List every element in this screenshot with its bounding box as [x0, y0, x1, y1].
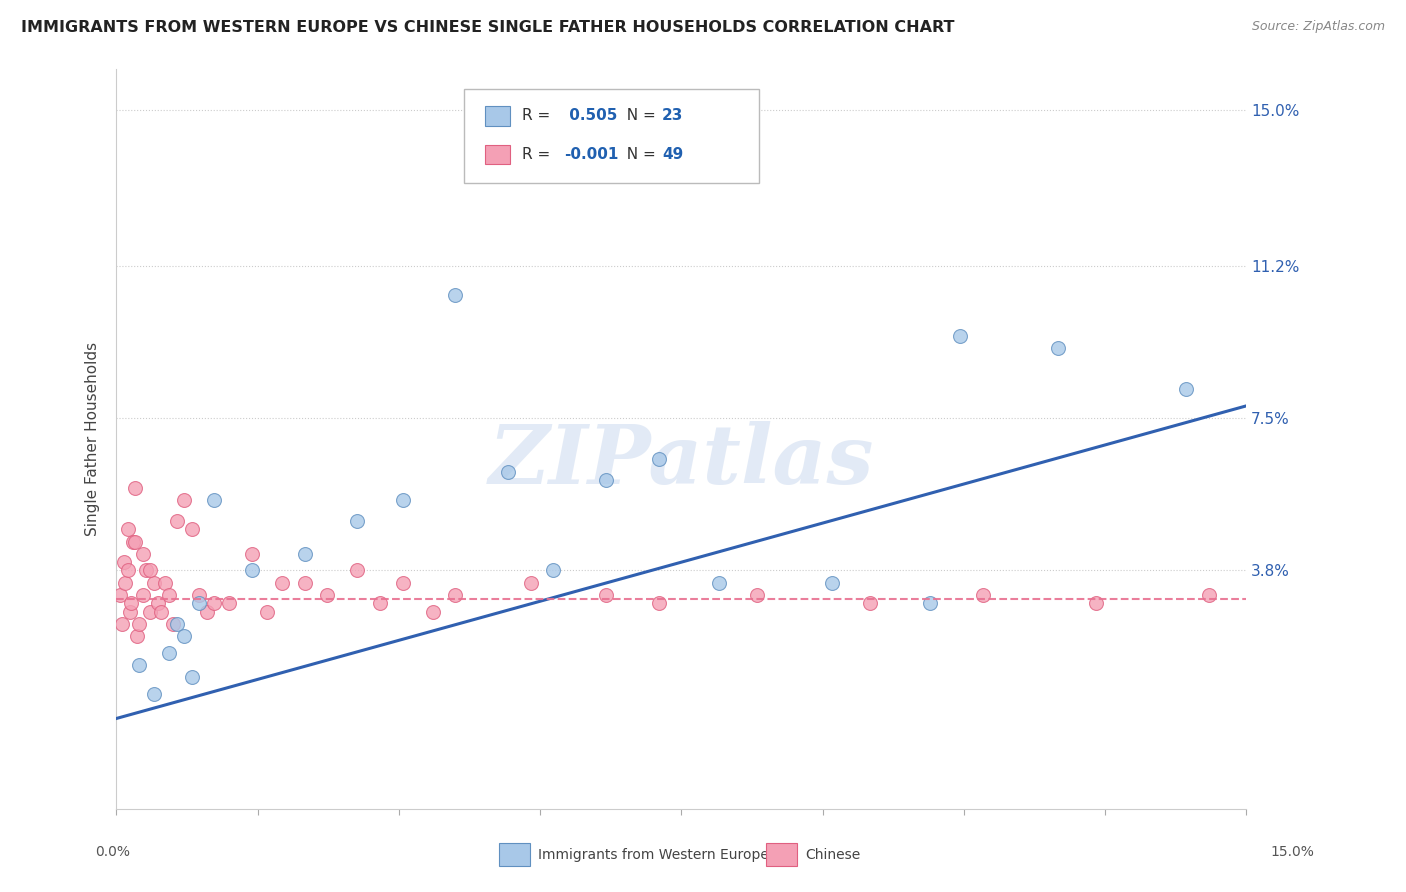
Text: 15.0%: 15.0%	[1271, 845, 1315, 859]
Text: 0.0%: 0.0%	[96, 845, 131, 859]
Point	[118, 605, 141, 619]
Point	[202, 493, 225, 508]
Point	[127, 629, 149, 643]
Point	[202, 596, 225, 610]
Text: 23: 23	[662, 109, 683, 123]
Text: R =: R =	[522, 109, 555, 123]
Point	[195, 605, 218, 619]
Point	[180, 522, 202, 536]
Point	[114, 575, 136, 590]
Text: Chinese: Chinese	[806, 847, 860, 862]
Point	[117, 522, 139, 536]
Text: N =: N =	[617, 109, 661, 123]
Point	[595, 588, 617, 602]
Point	[188, 588, 211, 602]
Point	[346, 514, 368, 528]
Text: -0.001: -0.001	[564, 147, 619, 161]
Point	[496, 465, 519, 479]
Point	[112, 555, 135, 569]
Text: 0.505: 0.505	[564, 109, 617, 123]
Point	[124, 534, 146, 549]
Point	[444, 588, 467, 602]
Point	[188, 596, 211, 610]
Text: Immigrants from Western Europe: Immigrants from Western Europe	[538, 847, 769, 862]
Point	[444, 287, 467, 301]
Point	[745, 588, 768, 602]
Point	[972, 588, 994, 602]
Point	[240, 563, 263, 577]
Point	[135, 563, 157, 577]
Point	[108, 588, 131, 602]
Point	[1175, 383, 1198, 397]
Point	[368, 596, 391, 610]
Point	[316, 588, 339, 602]
Point	[131, 588, 153, 602]
Point	[256, 605, 278, 619]
Point	[157, 588, 180, 602]
Point	[1084, 596, 1107, 610]
Point	[240, 547, 263, 561]
Point	[821, 575, 844, 590]
Point	[142, 687, 165, 701]
Point	[918, 596, 941, 610]
Point	[155, 575, 177, 590]
Point	[120, 596, 142, 610]
Point	[111, 616, 134, 631]
Point	[142, 575, 165, 590]
Point	[146, 596, 169, 610]
Point	[131, 547, 153, 561]
Point	[271, 575, 294, 590]
Point	[128, 616, 150, 631]
Point	[128, 658, 150, 673]
Point	[391, 575, 413, 590]
Point	[121, 534, 143, 549]
Point	[150, 605, 173, 619]
Point	[166, 616, 188, 631]
Point	[124, 481, 146, 495]
Point	[139, 563, 162, 577]
Point	[117, 563, 139, 577]
Text: Source: ZipAtlas.com: Source: ZipAtlas.com	[1251, 20, 1385, 33]
Point	[294, 547, 316, 561]
Point	[595, 473, 617, 487]
Point	[707, 575, 730, 590]
Point	[519, 575, 541, 590]
Point	[173, 493, 195, 508]
Point	[218, 596, 240, 610]
Point	[1047, 341, 1070, 355]
Text: IMMIGRANTS FROM WESTERN EUROPE VS CHINESE SINGLE FATHER HOUSEHOLDS CORRELATION C: IMMIGRANTS FROM WESTERN EUROPE VS CHINES…	[21, 20, 955, 35]
Point	[648, 452, 671, 467]
Point	[422, 605, 444, 619]
Point	[859, 596, 882, 610]
Point	[157, 646, 180, 660]
Point	[173, 629, 195, 643]
Y-axis label: Single Father Households: Single Father Households	[86, 342, 100, 536]
Point	[162, 616, 184, 631]
Text: ZIPatlas: ZIPatlas	[488, 421, 875, 501]
Point	[391, 493, 413, 508]
Text: R =: R =	[522, 147, 555, 161]
Point	[180, 670, 202, 684]
Text: 49: 49	[662, 147, 683, 161]
Point	[541, 563, 564, 577]
Text: N =: N =	[617, 147, 661, 161]
Point	[949, 329, 972, 343]
Point	[294, 575, 316, 590]
Point	[648, 596, 671, 610]
Point	[166, 514, 188, 528]
Point	[346, 563, 368, 577]
Point	[1198, 588, 1220, 602]
Point	[139, 605, 162, 619]
